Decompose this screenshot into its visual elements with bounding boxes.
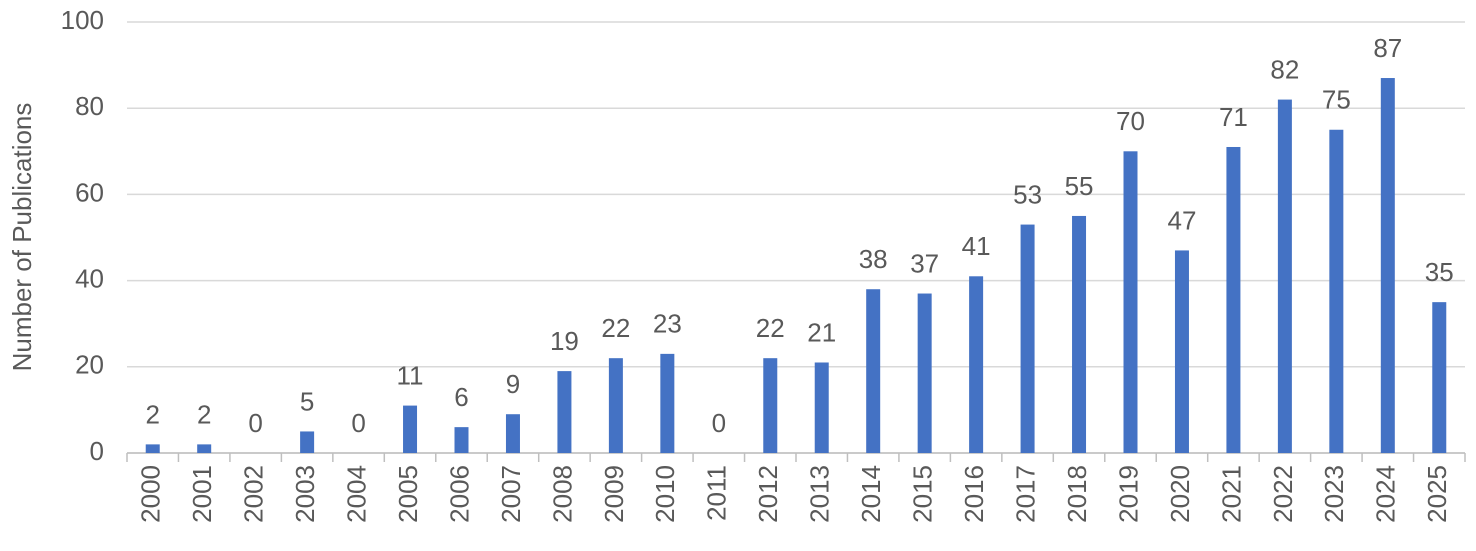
x-tick-label: 2019 xyxy=(1113,465,1143,523)
bar xyxy=(1432,302,1447,453)
x-tick-label: 2012 xyxy=(753,465,783,523)
bar xyxy=(1072,215,1087,453)
value-label: 41 xyxy=(962,231,991,261)
value-label: 47 xyxy=(1168,205,1197,235)
bar xyxy=(145,444,160,453)
bar xyxy=(1174,250,1189,453)
x-tick-label: 2009 xyxy=(599,465,629,523)
x-tick-label: 2010 xyxy=(650,465,680,523)
x-tick-label: 2016 xyxy=(959,465,989,523)
bar xyxy=(1329,129,1344,453)
value-label: 82 xyxy=(1270,54,1299,84)
x-tick-label: 2020 xyxy=(1165,465,1195,523)
value-label: 2 xyxy=(145,399,159,429)
value-label: 23 xyxy=(653,309,682,339)
x-tick-label: 2008 xyxy=(547,465,577,523)
value-label: 38 xyxy=(859,244,888,274)
x-tick-label: 2005 xyxy=(393,465,423,523)
value-label: 22 xyxy=(756,313,785,343)
bar xyxy=(1020,224,1035,453)
bar xyxy=(1277,99,1292,453)
value-label: 71 xyxy=(1219,102,1248,132)
value-label: 21 xyxy=(807,317,836,347)
x-tick-label: 2023 xyxy=(1319,465,1349,523)
x-tick-label: 2006 xyxy=(444,465,474,523)
value-label: 37 xyxy=(910,248,939,278)
bar xyxy=(866,289,881,453)
value-label: 5 xyxy=(300,386,314,416)
x-tick-label: 2000 xyxy=(136,465,166,523)
x-tick-label: 2024 xyxy=(1371,465,1401,523)
x-tick-label: 2014 xyxy=(856,465,886,523)
x-tick-label: 2018 xyxy=(1062,465,1092,523)
bar xyxy=(814,362,829,453)
value-label: 87 xyxy=(1373,33,1402,63)
x-tick-label: 2007 xyxy=(496,465,526,523)
value-label: 22 xyxy=(601,313,630,343)
value-label: 0 xyxy=(248,408,262,438)
value-label: 11 xyxy=(397,360,424,390)
bar xyxy=(917,293,932,453)
x-tick-label: 2003 xyxy=(290,465,320,523)
y-tick-label: 20 xyxy=(75,350,104,380)
bar xyxy=(403,405,418,453)
value-label: 55 xyxy=(1065,171,1094,201)
bar xyxy=(660,353,675,453)
value-label: 9 xyxy=(506,369,520,399)
bar xyxy=(454,427,469,453)
bar xyxy=(197,444,212,453)
bar xyxy=(1123,151,1138,454)
x-tick-label: 2015 xyxy=(908,465,938,523)
value-label: 75 xyxy=(1322,85,1351,115)
x-tick-label: 2022 xyxy=(1268,465,1298,523)
y-tick-label: 60 xyxy=(75,177,104,207)
x-tick-label: 2004 xyxy=(341,465,371,523)
value-label: 70 xyxy=(1116,106,1145,136)
bar xyxy=(1380,78,1395,453)
x-tick-label: 2017 xyxy=(1010,465,1040,523)
x-tick-label: 2025 xyxy=(1422,465,1452,523)
y-tick-label: 0 xyxy=(90,436,104,466)
x-tick-label: 2002 xyxy=(239,465,269,523)
x-tick-label: 2013 xyxy=(805,465,835,523)
value-label: 0 xyxy=(712,408,726,438)
value-label: 6 xyxy=(454,382,468,412)
x-tick-label: 2011 xyxy=(702,465,732,521)
value-label: 0 xyxy=(351,408,365,438)
bar xyxy=(300,431,315,453)
bar xyxy=(969,276,984,453)
value-label: 53 xyxy=(1013,179,1042,209)
value-label: 19 xyxy=(550,326,579,356)
y-axis-label: Number of Publications xyxy=(7,103,37,372)
bar xyxy=(1226,146,1241,454)
value-label: 35 xyxy=(1425,257,1454,287)
x-tick-label: 2001 xyxy=(187,465,217,523)
bar xyxy=(557,371,572,453)
y-tick-label: 100 xyxy=(61,5,104,35)
value-label: 2 xyxy=(197,399,211,429)
y-tick-label: 40 xyxy=(75,263,104,293)
bar xyxy=(763,358,778,453)
bar xyxy=(505,414,520,453)
x-tick-label: 2021 xyxy=(1216,465,1246,523)
bar xyxy=(608,358,623,453)
y-tick-label: 80 xyxy=(75,91,104,121)
